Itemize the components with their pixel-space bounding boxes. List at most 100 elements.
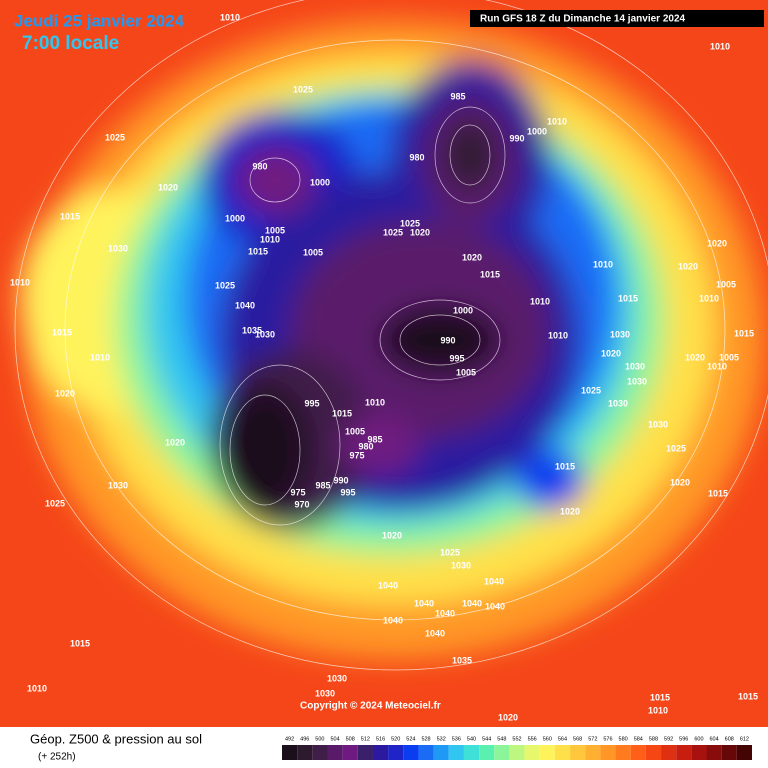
isobar-label: 1025 — [293, 84, 313, 94]
colorbar-label: 496 — [300, 736, 309, 742]
isobar-label: 985 — [450, 91, 465, 101]
isobar-label: 1030 — [108, 243, 128, 253]
isobar-label: 1025 — [105, 132, 125, 142]
isobar-label: 1010 — [593, 259, 613, 269]
isobar-label: 980 — [409, 152, 424, 162]
isobar-label: 1040 — [484, 576, 504, 586]
colorbar-swatch — [372, 745, 389, 760]
isobar-label: 1010 — [648, 705, 668, 715]
colorbar-label: 520 — [391, 736, 400, 742]
colorbar-swatch — [585, 745, 601, 760]
colorbar-label: 612 — [740, 736, 749, 742]
colorbar-label: 568 — [573, 736, 582, 742]
colorbar-label: 532 — [437, 736, 446, 742]
colorbar-label: 580 — [619, 736, 628, 742]
isobar-label: 1010 — [548, 330, 568, 340]
colorbar-swatch — [691, 745, 707, 760]
isobar-label: 1025 — [45, 498, 65, 508]
isobar-label: 1010 — [220, 12, 240, 22]
isobar-label: 1005 — [303, 247, 323, 257]
isobar-label: 1030 — [610, 329, 630, 339]
isobar-label: 1020 — [462, 252, 482, 262]
isobar-label: 1020 — [707, 238, 727, 248]
colorbar-label: 548 — [497, 736, 506, 742]
isobar-label: 1040 — [462, 598, 482, 608]
colorbar-label: 560 — [543, 736, 552, 742]
colorbar-label: 516 — [376, 736, 385, 742]
colorbar-label: 596 — [679, 736, 688, 742]
isobar-label: 1010 — [530, 296, 550, 306]
colorbar-swatch — [312, 745, 328, 760]
colorbar-swatch — [524, 745, 540, 760]
isobar-label: 1000 — [527, 126, 547, 136]
colorbar-label: 504 — [330, 736, 339, 742]
isobar-labels: 1010 1025 1025 1020 1015 1030 1010 1015 1010 1020… — [10, 12, 758, 722]
isobar-label: 1030 — [327, 673, 347, 683]
copyright: Copyright © 2024 Meteociel.fr — [300, 701, 441, 712]
isobar-label: 1040 — [414, 598, 434, 608]
colorbar-swatch — [403, 745, 419, 760]
colorbar-swatch — [539, 745, 555, 760]
colorbar-swatch — [463, 745, 480, 760]
colorbar-label: 588 — [649, 736, 658, 742]
isobar-label: 975 — [349, 450, 364, 460]
isobar-label: 1020 — [560, 506, 580, 516]
isobar-label: 975 — [290, 487, 305, 497]
isobar-label: 1030 — [627, 376, 647, 386]
isobar-label: 1005 — [456, 367, 476, 377]
isobar-label: 1015 — [650, 692, 670, 702]
colorbar-swatch — [297, 745, 313, 760]
date: Jeudi 25 janvier 2024 — [14, 11, 185, 30]
isobar-label: 1025 — [383, 227, 403, 237]
colorbar-label: 540 — [467, 736, 476, 742]
legend-lead: (+ 252h) — [38, 752, 76, 763]
colorbar-swatch — [388, 745, 404, 760]
colorbar-label: 528 — [421, 736, 430, 742]
colorbar-label: 492 — [285, 736, 294, 742]
isobar-label: 1040 — [485, 601, 505, 611]
isobar-label: 1040 — [435, 608, 455, 618]
isobar-label: 1025 — [666, 443, 686, 453]
isobar-label: 1010 — [699, 293, 719, 303]
isobar-label: 985 — [367, 434, 382, 444]
isobar-label: 1025 — [440, 547, 460, 557]
colorbar-swatch — [706, 745, 722, 760]
isobar-label: 1015 — [480, 269, 500, 279]
isobar-label: 995 — [304, 398, 319, 408]
isobar-label: 990 — [333, 475, 348, 485]
isobar-label: 1015 — [734, 328, 754, 338]
isobar-label: 1040 — [425, 628, 445, 638]
colorbar-label: 552 — [512, 736, 521, 742]
isobar-label: 1010 — [90, 352, 110, 362]
isobar-label: 1040 — [235, 300, 255, 310]
isobar-label: 1010 — [365, 397, 385, 407]
isobar-label: 1020 — [382, 530, 402, 540]
isobar-label: 1005 — [719, 352, 739, 362]
isobar-label: 1010 — [710, 41, 730, 51]
colorbar-swatch — [676, 745, 692, 760]
isobar-label: 980 — [252, 161, 267, 171]
isobar-label: 980 — [358, 441, 373, 451]
colorbar-swatch — [600, 745, 616, 760]
isobar-label: 1035 — [452, 655, 472, 665]
isobar-label: 1015 — [332, 408, 352, 418]
colorbar-label: 556 — [528, 736, 537, 742]
isobar-label: 1020 — [685, 352, 705, 362]
isobar-label: 1015 — [555, 461, 575, 471]
isobar-label: 1020 — [498, 712, 518, 722]
isobar-label: 1015 — [60, 211, 80, 221]
isobar-label: 1030 — [625, 361, 645, 371]
run: Run GFS 18 Z du Dimanche 14 janvier 2024 — [480, 14, 686, 25]
colorbar-swatch — [433, 745, 449, 760]
isobar-label: 1005 — [716, 279, 736, 289]
isobar-label: 1025 — [215, 280, 235, 290]
colorbar-label: 604 — [710, 736, 719, 742]
isobar-label: 1020 — [165, 437, 185, 447]
isobar-label: 1035 — [242, 325, 262, 335]
isobar-label: 1000 — [310, 177, 330, 187]
isobar-label: 995 — [449, 353, 464, 363]
colorbar-label: 576 — [603, 736, 612, 742]
colorbar-swatch — [418, 745, 434, 760]
colorbar-label: 508 — [346, 736, 355, 742]
